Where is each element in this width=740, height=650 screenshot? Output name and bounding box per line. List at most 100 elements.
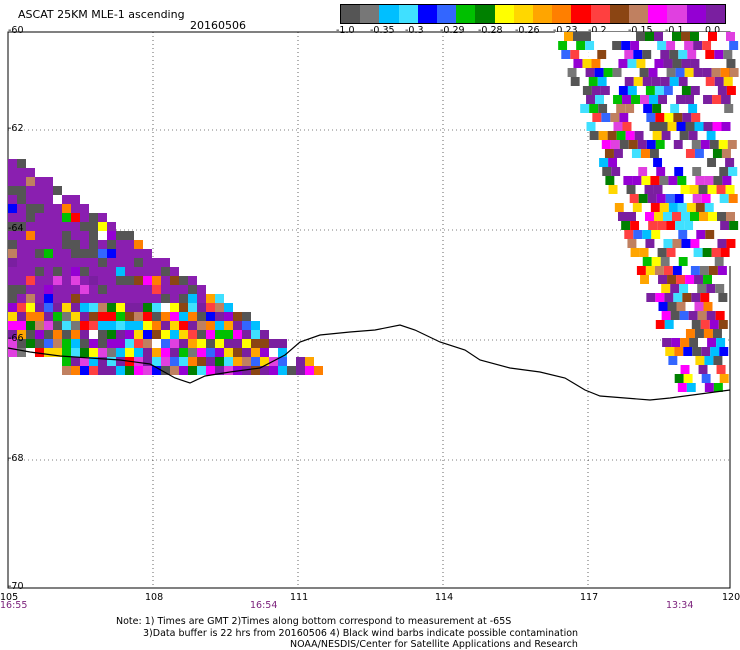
swath-cell: [670, 104, 680, 113]
legend-swatch: [379, 5, 399, 23]
swath-cell: [696, 230, 706, 239]
swath-cell: [116, 303, 125, 312]
swath-cell: [188, 303, 197, 312]
swath-cell: [634, 104, 644, 113]
swath-cell: [685, 95, 695, 104]
swath-cell: [627, 86, 637, 95]
swath-cell: [664, 140, 674, 149]
swath-cell: [80, 348, 89, 357]
swath-cell: [644, 158, 654, 167]
swath-cell: [694, 302, 704, 311]
swath-cell: [134, 249, 143, 258]
swath-cell: [161, 285, 170, 294]
swath-cell: [600, 86, 610, 95]
swath-cell: [197, 366, 206, 375]
swath-cell: [687, 230, 697, 239]
swath-cell: [215, 321, 224, 330]
swath-cell: [601, 113, 611, 122]
legend-swatch: [398, 5, 418, 23]
swath-cell: [718, 320, 728, 329]
swath-cell: [720, 221, 730, 230]
swath-cell: [620, 167, 630, 176]
swath-cell: [53, 213, 62, 222]
swath-cell: [125, 231, 134, 240]
swath-cell: [700, 140, 710, 149]
swath-cell: [597, 50, 607, 59]
swath-cell: [607, 131, 617, 140]
swath-cell: [98, 258, 107, 267]
swath-cell: [80, 204, 89, 213]
swath-cell: [652, 131, 662, 140]
swath-cell: [35, 312, 44, 321]
swath-cell: [224, 330, 233, 339]
swath-cell: [651, 77, 661, 86]
swath-cell: [654, 212, 663, 221]
legend-label: -0.28: [478, 25, 503, 36]
swath-cell: [314, 366, 323, 375]
swath-cell: [708, 86, 718, 95]
swath-cell: [712, 149, 722, 158]
swath-cell: [657, 248, 667, 257]
swath-cell: [161, 321, 170, 330]
swath-cell: [98, 213, 107, 222]
swath-cell: [107, 267, 116, 276]
swath-cell: [134, 339, 143, 348]
swath-cell: [143, 258, 152, 267]
swath-cell: [17, 339, 26, 348]
swath-cell: [652, 104, 662, 113]
swath-cell: [580, 104, 590, 113]
swath-cell: [44, 276, 53, 285]
swath-cell: [53, 204, 62, 213]
swath-cell: [629, 194, 639, 203]
swath-cell: [80, 249, 89, 258]
legend-swatch: [513, 5, 534, 23]
swath-cell: [8, 222, 17, 231]
swath-cell: [672, 239, 682, 248]
swath-cell: [648, 248, 658, 257]
swath-cell: [125, 258, 134, 267]
swath-cell: [161, 366, 170, 375]
swath-cell: [699, 239, 709, 248]
swath-cell: [134, 366, 143, 375]
swath-cell: [722, 203, 732, 212]
swath-cell: [643, 131, 653, 140]
swath-cell: [602, 167, 612, 176]
swath-cell: [152, 348, 161, 357]
swath-cell: [591, 59, 601, 68]
swath-cell: [62, 258, 71, 267]
swath-cell: [35, 213, 44, 222]
swath-cell: [107, 348, 116, 357]
swath-cell: [646, 113, 656, 122]
swath-cell: [638, 194, 648, 203]
swath-cell: [681, 32, 690, 41]
swath-cell: [586, 95, 596, 104]
swath-cell: [681, 266, 691, 275]
swath-cell: [125, 321, 134, 330]
swath-cell: [721, 122, 731, 131]
swath-cell: [577, 95, 587, 104]
swath-cell: [170, 267, 179, 276]
swath-cell: [689, 338, 699, 347]
swath-cell: [687, 77, 697, 86]
swath-cell: [708, 32, 717, 41]
swath-cell: [143, 303, 152, 312]
swath-cell: [613, 95, 623, 104]
swath-cell: [722, 176, 732, 185]
swath-cell: [667, 149, 677, 158]
longitude-label: 120: [722, 592, 740, 603]
swath-cell: [645, 32, 654, 41]
swath-cell: [242, 339, 251, 348]
swath-cell: [278, 339, 287, 348]
swath-cell: [714, 257, 724, 266]
swath-cell: [612, 68, 622, 77]
swath-cell: [651, 50, 661, 59]
swath-cell: [170, 321, 179, 330]
swath-cell: [605, 176, 615, 185]
swath-cell: [701, 347, 711, 356]
swath-cell: [665, 194, 675, 203]
swath-cell: [668, 203, 678, 212]
swath-cell: [8, 195, 17, 204]
swath-cell: [80, 231, 89, 240]
swath-cell: [709, 113, 719, 122]
swath-cell: [654, 239, 664, 248]
